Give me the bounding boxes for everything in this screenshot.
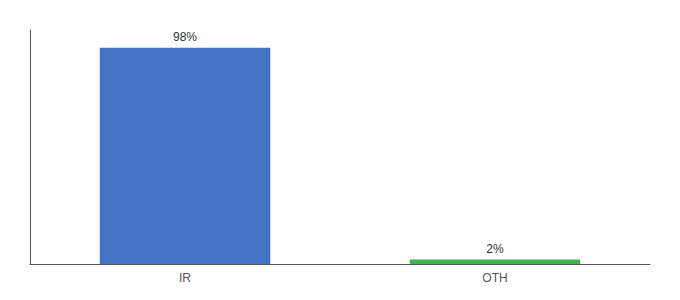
- svg-text:2%: 2%: [486, 242, 504, 256]
- svg-text:98%: 98%: [173, 30, 197, 44]
- svg-text:IR: IR: [179, 271, 191, 285]
- svg-text:OTH: OTH: [482, 271, 507, 285]
